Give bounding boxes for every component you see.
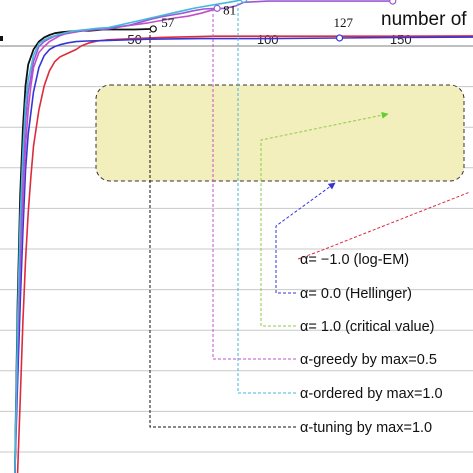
- series-line-log_em: [16, 35, 473, 473]
- legend-label-ordered: α-ordered by max=1.0: [300, 386, 443, 402]
- legend-label-greedy: α-greedy by max=0.5: [300, 352, 437, 368]
- legend-label-critical: α= 1.0 (critical value): [300, 319, 435, 335]
- highlight-region: [95, 84, 465, 182]
- callout-label: 127: [334, 15, 354, 30]
- series-line-critical: [14, 8, 218, 473]
- x-tick-label: 150: [390, 32, 412, 47]
- callout-marker: [389, 0, 397, 5]
- legend: α= −1.0 (log-EM) α= 0.0 (Hellinger) α= 1.0…: [300, 252, 443, 436]
- callout-label: 81: [223, 2, 236, 17]
- leader-line-ordered: [237, 2, 296, 394]
- callout-markers: 578191147127: [149, 0, 397, 42]
- legend-leaders: [149, 2, 471, 428]
- x-axis-title: number of iterations: [381, 9, 473, 30]
- series-line-ordered: [14, 0, 253, 473]
- x-tick-label: 100: [257, 32, 279, 47]
- legend-label-tuning: α-tuning by max=1.0: [300, 420, 432, 436]
- leader-line-log_em: [297, 191, 471, 260]
- legend-label-log_em: α= −1.0 (log-EM): [300, 252, 409, 268]
- grid: [0, 86, 473, 453]
- leader-line-greedy: [212, 11, 296, 360]
- callout-marker: [335, 34, 344, 42]
- series-line-greedy: [14, 0, 393, 473]
- leader-line-hellinger: [275, 182, 336, 294]
- callout-marker: [149, 25, 157, 33]
- series-line-hellinger: [14, 36, 473, 473]
- leader-line-tuning: [149, 31, 296, 428]
- leader-line-critical: [260, 111, 389, 327]
- legend-label-hellinger: α= 0.0 (Hellinger): [300, 286, 412, 302]
- left-axis-stub: [0, 36, 3, 41]
- series: [14, 0, 473, 473]
- callout-label: 57: [161, 15, 175, 30]
- callout-marker: [240, 0, 248, 3]
- callout-marker: [213, 4, 221, 12]
